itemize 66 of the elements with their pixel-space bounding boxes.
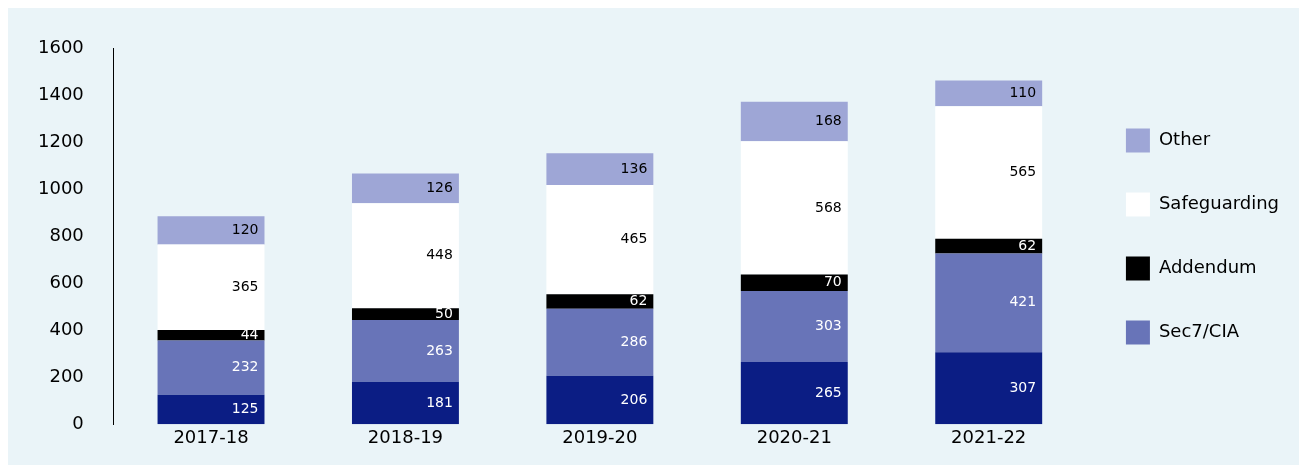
bar bbox=[546, 153, 654, 186]
y-tick-label: 800 bbox=[49, 224, 84, 246]
y-tick-label: 200 bbox=[49, 364, 84, 386]
y-tick-label: 400 bbox=[49, 318, 84, 340]
bar bbox=[351, 320, 459, 382]
data-label: 110 bbox=[1009, 84, 1037, 101]
bar bbox=[740, 290, 848, 363]
bar bbox=[935, 106, 1043, 239]
data-label: 206 bbox=[620, 390, 648, 407]
y-tick-label: 1200 bbox=[38, 130, 84, 152]
bar bbox=[546, 375, 654, 425]
bar bbox=[351, 308, 459, 321]
data-label: 448 bbox=[426, 246, 453, 263]
x-tick-label: 2018-19 bbox=[367, 425, 444, 447]
bar bbox=[351, 173, 459, 204]
data-label: 232 bbox=[231, 358, 259, 375]
data-label: 365 bbox=[231, 277, 259, 294]
x-tick-label: 2020-21 bbox=[756, 425, 832, 447]
y-tick-label: 1400 bbox=[38, 83, 84, 105]
bar bbox=[935, 238, 1043, 254]
bar bbox=[546, 294, 654, 309]
data-label: 120 bbox=[231, 221, 259, 238]
data-label: 565 bbox=[1009, 163, 1037, 180]
bar bbox=[935, 352, 1043, 425]
bar bbox=[157, 340, 265, 395]
y-tick-label: 0 bbox=[72, 411, 84, 433]
bar bbox=[157, 394, 265, 425]
data-label: 136 bbox=[620, 159, 648, 176]
bar bbox=[740, 362, 848, 425]
bar bbox=[740, 274, 848, 291]
legend-label: Safeguarding bbox=[1158, 192, 1279, 214]
legend-label: Sec7/CIA bbox=[1158, 320, 1240, 342]
data-label: 126 bbox=[426, 179, 453, 196]
data-label: 286 bbox=[620, 332, 648, 349]
bar bbox=[546, 308, 654, 376]
x-tick-label: 2017-18 bbox=[173, 425, 249, 447]
data-label: 62 bbox=[629, 292, 648, 309]
y-tick-label: 1600 bbox=[38, 36, 84, 58]
data-label: 263 bbox=[426, 341, 453, 358]
data-label: 62 bbox=[1018, 236, 1037, 253]
bar bbox=[740, 101, 848, 142]
bar bbox=[935, 253, 1043, 353]
data-label: 303 bbox=[815, 317, 842, 334]
x-tick-label: 2019-20 bbox=[562, 425, 638, 447]
bar bbox=[546, 185, 654, 295]
data-label: 50 bbox=[435, 304, 453, 321]
y-tick-label: 1000 bbox=[38, 177, 84, 199]
data-label: 465 bbox=[620, 230, 648, 247]
x-tick-label: 2021-22 bbox=[951, 425, 1027, 447]
data-label: 70 bbox=[823, 273, 842, 290]
data-label: 265 bbox=[815, 383, 842, 400]
bar bbox=[935, 80, 1043, 107]
y-tick-label: 600 bbox=[49, 271, 84, 293]
data-label: 568 bbox=[815, 198, 842, 215]
bar bbox=[351, 381, 459, 425]
bar bbox=[351, 203, 459, 309]
data-label: 307 bbox=[1009, 378, 1037, 395]
bar bbox=[157, 244, 265, 331]
legend-label: Other bbox=[1158, 128, 1211, 150]
bar bbox=[157, 216, 265, 245]
data-label: 168 bbox=[815, 112, 842, 129]
bar bbox=[740, 141, 848, 275]
legend-label: Addendum bbox=[1158, 256, 1257, 278]
data-label: 421 bbox=[1009, 293, 1037, 310]
data-label: 181 bbox=[426, 393, 453, 410]
data-label: 125 bbox=[231, 400, 259, 417]
